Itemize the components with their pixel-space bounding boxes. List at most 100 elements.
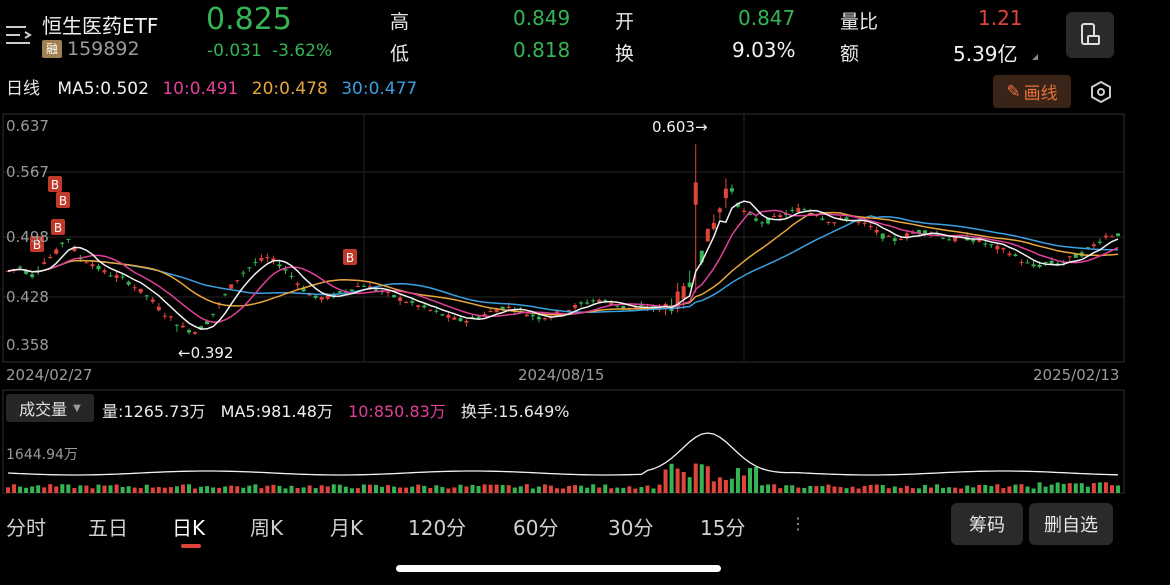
tab-15min[interactable]: 15分	[700, 516, 746, 540]
volume-bar	[307, 485, 312, 493]
volume-ma10: 10:850.83万	[348, 402, 446, 421]
tab-60min[interactable]: 60分	[513, 516, 559, 540]
candle-body	[609, 303, 614, 305]
candle-body	[536, 316, 541, 320]
candle-body	[760, 222, 765, 224]
volume-bar	[289, 485, 294, 493]
candle-body	[880, 233, 885, 239]
volume-bar	[802, 487, 807, 493]
pencil-icon: ✎	[1006, 81, 1021, 102]
candle-body	[826, 221, 831, 223]
draw-line-button[interactable]: ✎ 画线	[993, 75, 1071, 108]
volume-bar	[464, 486, 469, 493]
candle-body	[150, 299, 155, 302]
tab-monthly-k[interactable]: 月K	[330, 516, 364, 540]
menu-icon[interactable]	[6, 24, 32, 46]
candle-body	[802, 209, 807, 211]
candle-body	[331, 293, 336, 298]
turnover-value: 9.03%	[732, 38, 796, 62]
candle-body	[995, 245, 1000, 250]
candle-body	[440, 314, 445, 316]
volume-bar	[1067, 483, 1072, 493]
tab-five-day[interactable]: 五日	[88, 516, 128, 540]
candle-body	[235, 280, 240, 282]
candle-body	[844, 217, 849, 220]
price-tick: 0.567	[6, 163, 49, 181]
volume-selector[interactable]: 成交量 ▼	[6, 394, 94, 422]
candle-body	[1116, 233, 1120, 236]
volume-bar	[6, 487, 10, 493]
candle-body	[530, 314, 535, 317]
candle-body	[639, 305, 644, 307]
volume-bar	[416, 484, 421, 493]
candle-body	[1067, 256, 1072, 258]
candle-body	[488, 311, 493, 313]
volume-bar	[748, 468, 753, 493]
volume-bar	[609, 488, 614, 493]
buy-marker	[343, 249, 357, 265]
volume-bar	[892, 486, 897, 493]
volume-bar	[168, 487, 173, 493]
volume-bar	[989, 486, 994, 493]
volume-bar	[253, 484, 258, 493]
tab-weekly-k[interactable]: 周K	[250, 516, 284, 540]
buy-marker-label: B	[346, 251, 354, 265]
amount-value: 5.39亿	[953, 42, 1018, 66]
candle-body	[373, 289, 378, 292]
candle-body	[229, 284, 234, 289]
volume-bar	[639, 487, 644, 493]
volume-bar	[12, 484, 17, 493]
candle-body	[711, 222, 716, 229]
candle-body	[72, 247, 77, 251]
candle-body	[874, 229, 879, 233]
candle-body	[253, 262, 258, 264]
volume-bar	[84, 485, 89, 493]
price-tick: 0.637	[6, 117, 49, 135]
volume-bar	[108, 485, 113, 493]
volume-bar	[259, 488, 264, 493]
volume-bar	[723, 479, 728, 493]
candle-body	[941, 237, 946, 239]
candle-body	[42, 262, 47, 264]
volume-bar	[741, 475, 746, 493]
volume-bar	[301, 487, 306, 493]
candle-body	[36, 270, 41, 272]
buy-marker-label: B	[54, 221, 62, 235]
volume-bar	[373, 484, 378, 493]
candle-body	[772, 215, 777, 217]
tab-120min[interactable]: 120分	[408, 516, 467, 540]
volume-bar	[681, 471, 686, 493]
candle-body	[723, 188, 728, 199]
volume-bar	[1043, 486, 1048, 493]
chips-button[interactable]: 筹码	[951, 503, 1023, 545]
amount-label: 额	[840, 43, 860, 65]
landscape-toggle-button[interactable]	[1066, 12, 1114, 58]
tab-intraday[interactable]: 分时	[6, 516, 46, 540]
ma30-line	[7, 215, 1118, 313]
volume-bar	[440, 487, 445, 493]
candle-body	[355, 286, 360, 288]
more-tabs-icon[interactable]: ⋮	[790, 514, 806, 533]
volume-bar	[573, 485, 578, 493]
candle-body	[144, 295, 149, 297]
candle-body	[476, 316, 481, 319]
candle-body	[748, 214, 753, 216]
volume-bar	[488, 484, 493, 493]
volume-bar	[898, 487, 903, 493]
device-rotate-icon	[1081, 23, 1100, 45]
candle-body	[114, 275, 119, 278]
candle-body	[211, 313, 216, 315]
volume-bar	[72, 488, 77, 493]
tab-daily-k[interactable]: 日K	[172, 516, 206, 540]
remove-watchlist-button[interactable]: 删自选	[1029, 503, 1113, 545]
tab-30min[interactable]: 30分	[608, 516, 654, 540]
volume-bar	[567, 485, 572, 493]
volume-bar	[651, 488, 656, 493]
candle-body	[271, 258, 276, 261]
candle-body	[361, 285, 366, 287]
indicator-settings-icon[interactable]	[1089, 80, 1113, 104]
volume-bar	[446, 488, 451, 493]
candle-body	[295, 283, 300, 286]
corner-triangle-icon	[1032, 54, 1038, 60]
